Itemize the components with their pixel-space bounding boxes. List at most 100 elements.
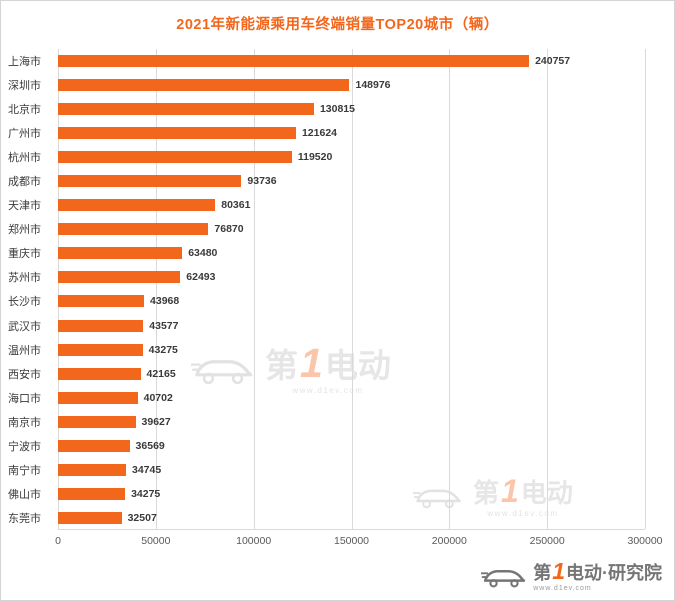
x-tick-label: 50000: [141, 535, 171, 547]
bar-row: 武汉市 43577: [8, 314, 645, 338]
bar-row: 西安市 42165: [8, 362, 645, 386]
value-label: 34745: [131, 463, 162, 476]
bar-row: 佛山市 34275: [8, 482, 645, 506]
x-tick-label: 0: [55, 535, 61, 547]
bar-row: 深圳市 148976: [8, 73, 645, 97]
bar: [58, 487, 126, 500]
x-tick-label: 300000: [627, 535, 663, 547]
value-label: 148976: [355, 79, 391, 92]
bar: [58, 55, 530, 68]
category-label: 佛山市: [8, 488, 41, 501]
x-tick-label: 100000: [236, 535, 272, 547]
bar: [58, 223, 209, 236]
bar-row: 天津市 80361: [8, 193, 645, 217]
value-label: 130815: [319, 103, 355, 116]
value-label: 80361: [221, 199, 251, 212]
value-label: 42165: [146, 367, 176, 380]
gridline: [351, 49, 353, 529]
bar: [58, 199, 216, 212]
category-label: 上海市: [8, 56, 41, 69]
logo-char1: 第: [533, 563, 552, 583]
bar-row: 重庆市 63480: [8, 241, 645, 265]
category-label: 重庆市: [8, 248, 41, 261]
bar: [58, 247, 183, 260]
x-tick-label: 250000: [529, 535, 565, 547]
logo-num: 1: [552, 558, 565, 584]
bar-row: 苏州市 62493: [8, 265, 645, 289]
gridline: [449, 49, 451, 529]
logo-rest: 电动: [566, 563, 602, 583]
value-label: 63480: [188, 247, 218, 260]
value-label: 62493: [186, 271, 216, 284]
category-label: 广州市: [8, 128, 41, 141]
bar: [58, 271, 181, 284]
category-label: 北京市: [8, 104, 41, 117]
footer-logo: 第1电动·研究院 www.d1ev.com: [480, 560, 662, 593]
bar: [58, 127, 296, 140]
category-label: 东莞市: [8, 512, 41, 525]
plot-area: 上海市 240757 深圳市 148976 北京市 130815 广州市 121624 杭州市 1…: [8, 49, 646, 530]
category-label: 温州市: [8, 344, 41, 357]
bar-row: 南京市 39627: [8, 410, 645, 434]
value-label: 119520: [297, 151, 333, 164]
gridline: [253, 49, 255, 529]
value-label: 240757: [535, 55, 571, 68]
bar-row: 成都市 93736: [8, 169, 645, 193]
category-label: 南京市: [8, 416, 41, 429]
bar-rows: 上海市 240757 深圳市 148976 北京市 130815 广州市 121624 杭州市 1…: [8, 49, 645, 530]
value-label: 36569: [135, 439, 165, 452]
bar: [58, 295, 145, 308]
bar-row: 宁波市 36569: [8, 434, 645, 458]
bar-row: 温州市 43275: [8, 338, 645, 362]
gridlines: [58, 49, 646, 530]
value-label: 32507: [127, 511, 157, 524]
chart-title: 2021年新能源乘用车终端销量TOP20城市（辆）: [176, 17, 499, 33]
category-label: 长沙市: [8, 296, 41, 309]
gridline: [547, 49, 549, 529]
category-label: 南宁市: [8, 464, 41, 477]
category-label: 深圳市: [8, 80, 41, 93]
footer-wordmark: 第1电动·研究院 www.d1ev.com: [533, 560, 662, 593]
value-label: 43275: [148, 343, 178, 356]
bar: [58, 151, 292, 164]
category-label: 杭州市: [8, 152, 41, 165]
value-label: 34275: [131, 487, 161, 500]
bar: [58, 391, 138, 404]
category-label: 宁波市: [8, 440, 41, 453]
category-label: 海口市: [8, 392, 41, 405]
footer-text: 第1电动·研究院: [533, 560, 662, 583]
bar: [58, 319, 144, 332]
value-label: 40702: [143, 391, 173, 404]
bar-row: 北京市 130815: [8, 97, 645, 121]
bar: [58, 415, 136, 428]
category-label: 天津市: [8, 200, 41, 213]
category-label: 武汉市: [8, 320, 41, 333]
bar-row: 杭州市 119520: [8, 145, 645, 169]
bar: [58, 79, 350, 92]
bar-row: 上海市 240757: [8, 49, 645, 73]
gridline: [58, 49, 59, 529]
value-label: 43577: [149, 319, 179, 332]
bar-row: 东莞市 32507: [8, 506, 645, 530]
bar: [58, 103, 314, 116]
gridline: [645, 49, 646, 529]
x-tick-label: 150000: [333, 535, 370, 547]
x-tick-label: 200000: [431, 535, 467, 547]
value-label: 39627: [141, 415, 171, 428]
category-label: 郑州市: [8, 224, 41, 237]
bar: [58, 439, 130, 452]
bar-row: 广州市 121624: [8, 121, 645, 145]
bar: [58, 463, 126, 476]
bar: [58, 511, 122, 524]
category-label: 西安市: [8, 368, 41, 381]
x-axis: 0 50000 100000 150000 200000 250000 300000: [55, 535, 662, 549]
car-logo-icon: [480, 565, 527, 588]
bar: [58, 367, 141, 380]
bar: [58, 175, 242, 188]
bar-row: 海口市 40702: [8, 386, 645, 410]
value-label: 76870: [214, 223, 244, 236]
footer-url: www.d1ev.com: [533, 585, 592, 592]
value-label: 43968: [150, 295, 180, 308]
category-label: 苏州市: [8, 272, 41, 285]
